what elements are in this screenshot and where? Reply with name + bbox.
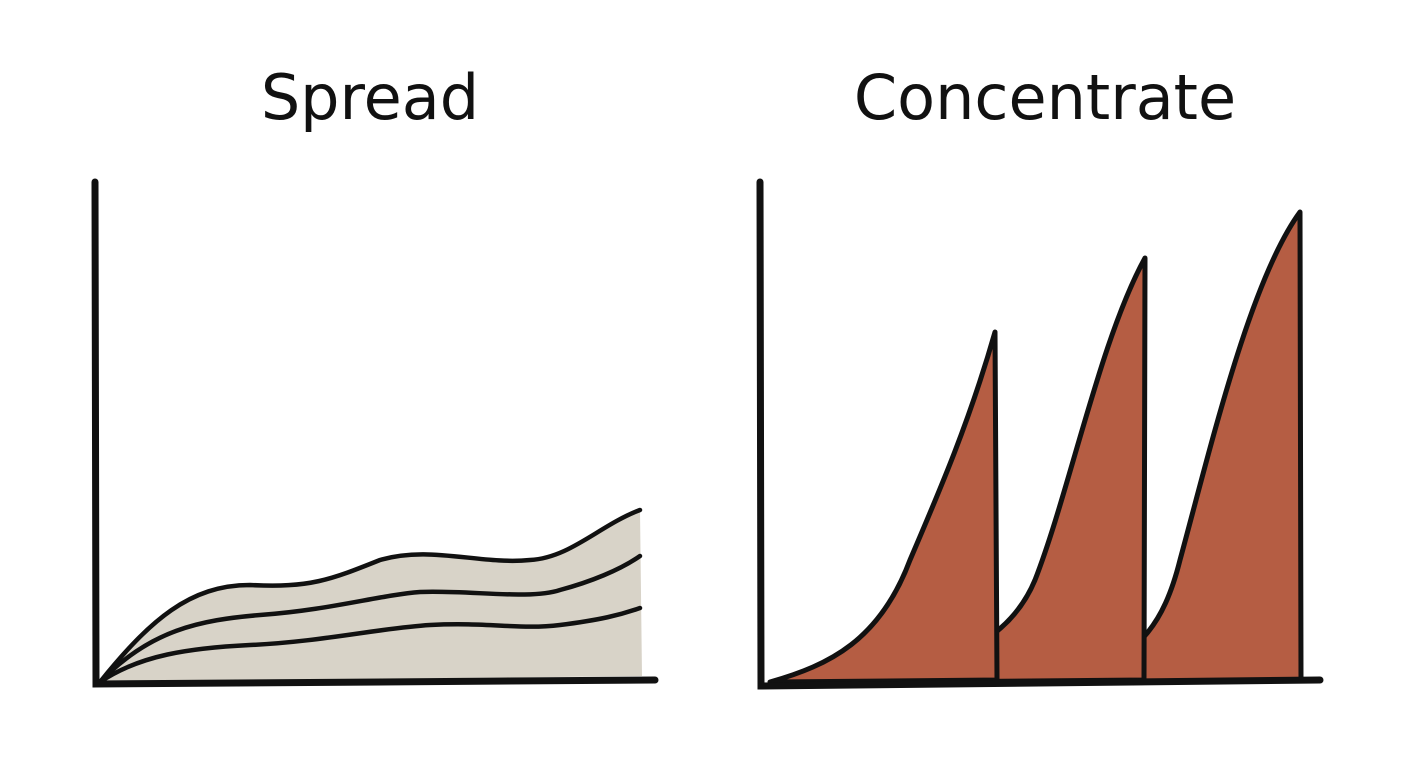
spread-curve xyxy=(97,605,643,685)
spike xyxy=(767,329,1000,685)
panel-title: Concentrate xyxy=(854,61,1236,134)
spread-panel: Spread xyxy=(91,61,659,688)
spread-curve xyxy=(97,553,643,685)
panel-title: Spread xyxy=(261,61,479,134)
axes xyxy=(756,178,1324,690)
spread-curve xyxy=(97,507,643,685)
concentrate-panel: Concentrate xyxy=(756,61,1324,690)
axes xyxy=(91,178,659,688)
spread-area xyxy=(100,510,642,682)
